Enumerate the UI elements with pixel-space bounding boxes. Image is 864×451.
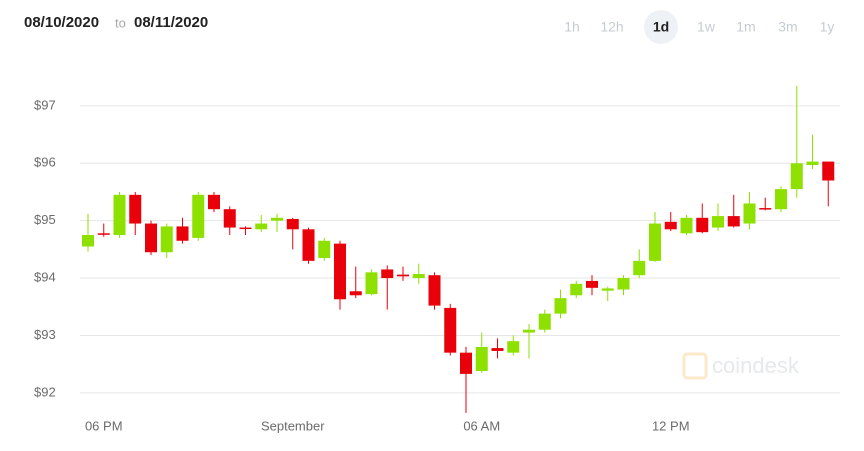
candle-body xyxy=(538,313,551,330)
y-tick-label: $93 xyxy=(34,327,56,342)
candle-body xyxy=(570,283,583,296)
candle-body xyxy=(255,223,268,230)
candle-body xyxy=(586,280,598,288)
date-separator: to xyxy=(115,15,126,30)
candle-body xyxy=(82,235,94,247)
end-date: 08/11/2020 xyxy=(134,14,208,31)
x-tick-label: 06 PM xyxy=(85,418,123,433)
candle-body xyxy=(397,274,409,277)
candle-body xyxy=(790,163,803,190)
start-date: 08/10/2020 xyxy=(24,14,99,31)
candle-body xyxy=(113,194,126,236)
y-tick-label: $96 xyxy=(34,155,56,170)
range-button[interactable]: 3m xyxy=(778,19,797,35)
range-button[interactable]: 1m xyxy=(736,19,755,35)
candle-body xyxy=(97,233,110,235)
range-button[interactable]: 1d xyxy=(653,19,669,35)
candle-body xyxy=(649,223,661,261)
candle-body xyxy=(523,329,535,333)
y-tick-label: $94 xyxy=(34,269,56,284)
candle-body xyxy=(192,194,205,238)
candle-body xyxy=(302,229,315,261)
candle-body xyxy=(223,209,236,228)
candle-body xyxy=(759,208,772,210)
watermark-text: coindesk xyxy=(712,353,800,378)
candle-body xyxy=(444,307,457,353)
candle-body xyxy=(822,161,835,181)
candle-body xyxy=(775,189,787,210)
candle-body xyxy=(712,216,724,228)
y-tick-label: $92 xyxy=(34,384,56,399)
candle-body xyxy=(145,223,157,253)
watermark: coindesk xyxy=(682,352,800,380)
candle-body xyxy=(507,341,520,353)
y-tick-label: $97 xyxy=(34,97,56,112)
range-button[interactable]: 1h xyxy=(564,19,580,35)
candle-body xyxy=(349,291,362,296)
x-tick-label: 12 PM xyxy=(652,418,690,433)
candle-body xyxy=(365,272,378,295)
candle-body xyxy=(664,221,677,230)
range-button[interactable]: 1w xyxy=(697,19,716,35)
candle-body xyxy=(475,346,488,372)
candle-body xyxy=(696,217,709,233)
candle-body xyxy=(633,260,646,276)
candle-body xyxy=(239,227,252,230)
candle-body xyxy=(271,217,283,221)
range-button[interactable]: 12h xyxy=(600,19,623,35)
candle-body xyxy=(617,278,630,290)
candle-body xyxy=(176,226,189,241)
candle-body xyxy=(491,348,504,351)
x-tick-label: September xyxy=(261,418,325,433)
range-active-bg xyxy=(644,10,678,44)
candle-body xyxy=(460,352,472,374)
candle-body xyxy=(129,194,142,224)
y-tick-label: $95 xyxy=(34,212,56,227)
candle-body xyxy=(208,194,220,210)
candle-body xyxy=(428,275,441,306)
candle-body xyxy=(286,218,299,230)
candle-body xyxy=(743,203,756,224)
candle-body xyxy=(381,269,394,279)
x-tick-label: 06 AM xyxy=(463,418,500,433)
candle-body xyxy=(727,216,740,227)
candle-body xyxy=(554,298,567,314)
candle-body xyxy=(318,240,331,258)
candle-body xyxy=(412,274,425,279)
candle-body xyxy=(334,243,346,300)
candle-body xyxy=(806,161,819,166)
candle-body xyxy=(160,226,173,253)
candle-body xyxy=(680,217,693,234)
candle-body xyxy=(601,288,614,291)
range-button[interactable]: 1y xyxy=(820,19,835,35)
